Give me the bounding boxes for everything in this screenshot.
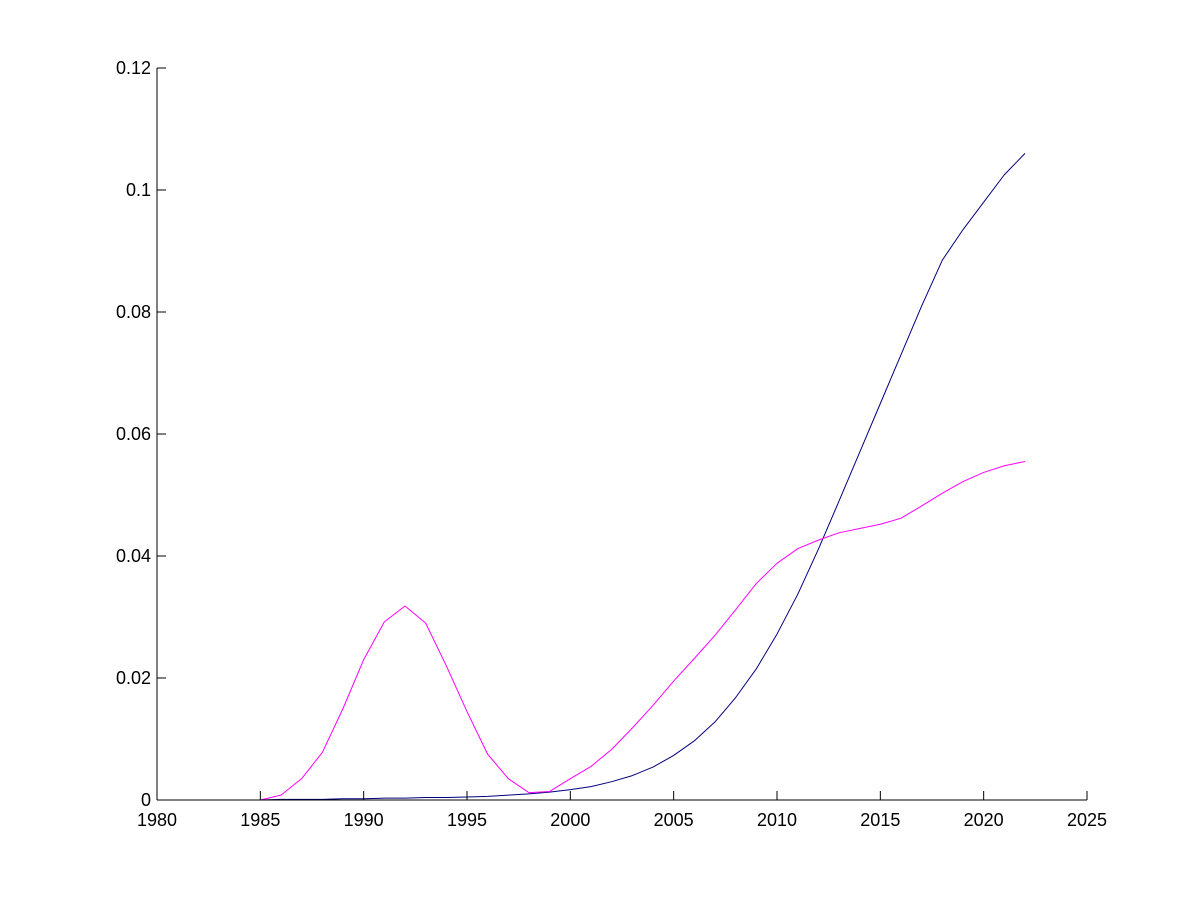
x-tick-label: 1980	[137, 810, 177, 830]
y-tick-label: 0.1	[126, 180, 151, 200]
y-tick-label: 0.04	[116, 546, 151, 566]
x-tick-label: 2005	[654, 810, 694, 830]
series-line-1	[157, 153, 1026, 801]
x-tick-label: 2000	[550, 810, 590, 830]
x-tick-label: 2015	[860, 810, 900, 830]
series-line-2	[157, 460, 1026, 801]
y-tick-label: 0.12	[116, 58, 151, 78]
x-tick-label: 2020	[964, 810, 1004, 830]
x-tick-label: 2025	[1067, 810, 1107, 830]
x-tick-label: 2010	[757, 810, 797, 830]
y-tick-label: 0	[141, 790, 151, 810]
y-tick-label: 0.02	[116, 668, 151, 688]
y-tick-label: 0.06	[116, 424, 151, 444]
axes-layer: 1980 1985 1990 1995 2000 2005 2010 2015 2020 2025…	[116, 58, 1107, 830]
x-tick-label: 1995	[447, 810, 487, 830]
series-layer	[157, 153, 1026, 801]
x-tick-label: 1985	[240, 810, 280, 830]
x-tick-label: 1990	[344, 810, 384, 830]
y-tick-label: 0.08	[116, 302, 151, 322]
